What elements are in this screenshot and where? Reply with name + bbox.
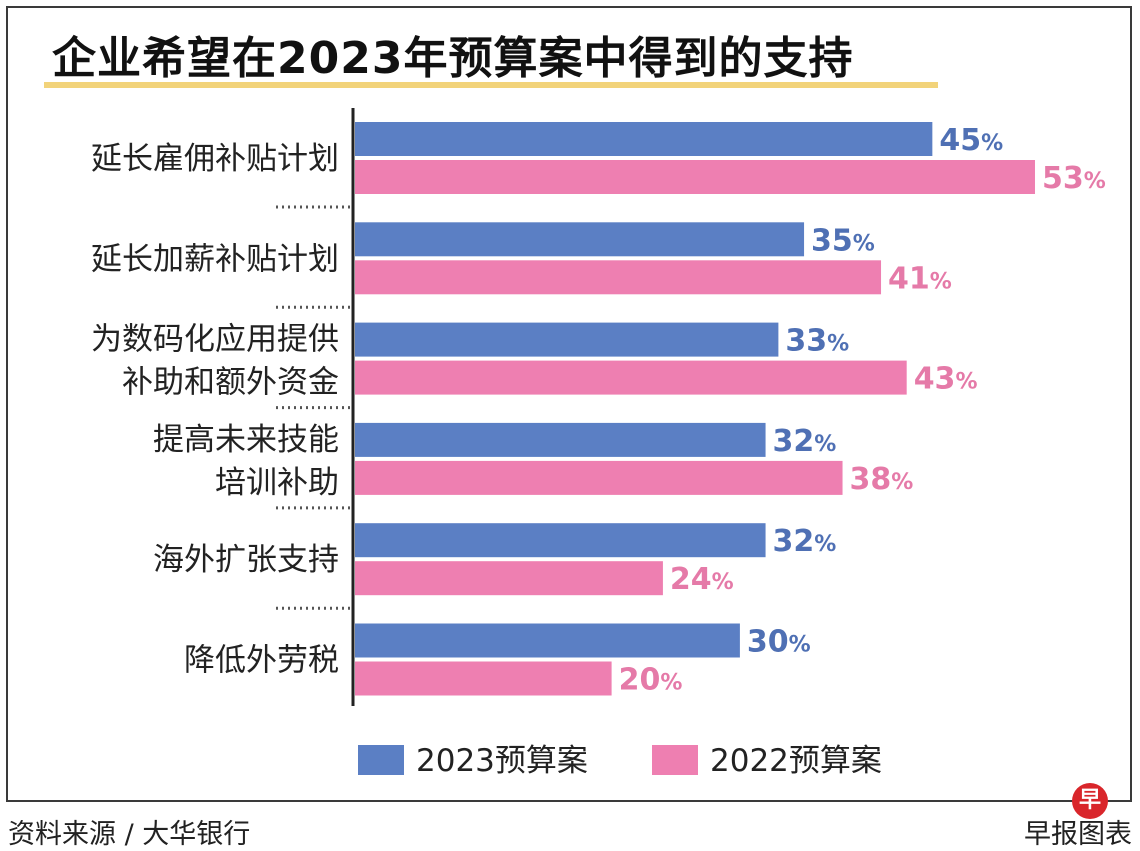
category-label: 延长加薪补贴计划 xyxy=(91,241,339,277)
bar xyxy=(355,460,843,495)
bar xyxy=(355,561,663,596)
legend-label: 2022预算案 xyxy=(710,743,882,779)
data-label: 35% xyxy=(811,223,875,258)
data-label: 38% xyxy=(850,462,914,497)
data-label: 33% xyxy=(785,324,849,359)
bar xyxy=(355,422,766,457)
credit-label: 早报图表 xyxy=(1024,819,1132,850)
data-label: 20% xyxy=(619,663,683,698)
bar xyxy=(355,160,1035,194)
legend-label: 2023预算案 xyxy=(416,743,588,779)
category-label: 降低外劳税 xyxy=(184,643,339,679)
data-label: 24% xyxy=(670,562,734,597)
data-label: 30% xyxy=(747,625,811,660)
category-label: 提高未来技能培训补助 xyxy=(153,422,339,501)
legend-swatch xyxy=(652,745,698,775)
bar xyxy=(355,122,933,156)
data-label: 53% xyxy=(1042,161,1106,196)
source-note: 资料来源 / 大华银行 xyxy=(8,819,251,850)
bar xyxy=(355,260,882,295)
title-underline xyxy=(44,82,938,88)
bar xyxy=(355,523,766,558)
data-label: 32% xyxy=(773,424,837,459)
data-label: 43% xyxy=(914,362,978,397)
bar xyxy=(355,322,779,357)
category-label: 为数码化应用提供补助和额外资金 xyxy=(91,322,339,401)
bar xyxy=(355,623,740,658)
legend-swatch xyxy=(358,745,404,775)
data-label: 32% xyxy=(773,524,837,559)
bar xyxy=(355,360,907,395)
bar xyxy=(355,222,805,257)
data-label: 41% xyxy=(888,261,952,296)
zaobao-logo: 早 xyxy=(1072,783,1108,819)
category-label: 海外扩张支持 xyxy=(153,542,339,578)
data-label: 45% xyxy=(939,123,1003,158)
bar xyxy=(355,661,612,696)
category-label: 延长雇佣补贴计划 xyxy=(91,141,339,177)
chart-title: 企业希望在2023年预算案中得到的支持 xyxy=(52,33,854,84)
